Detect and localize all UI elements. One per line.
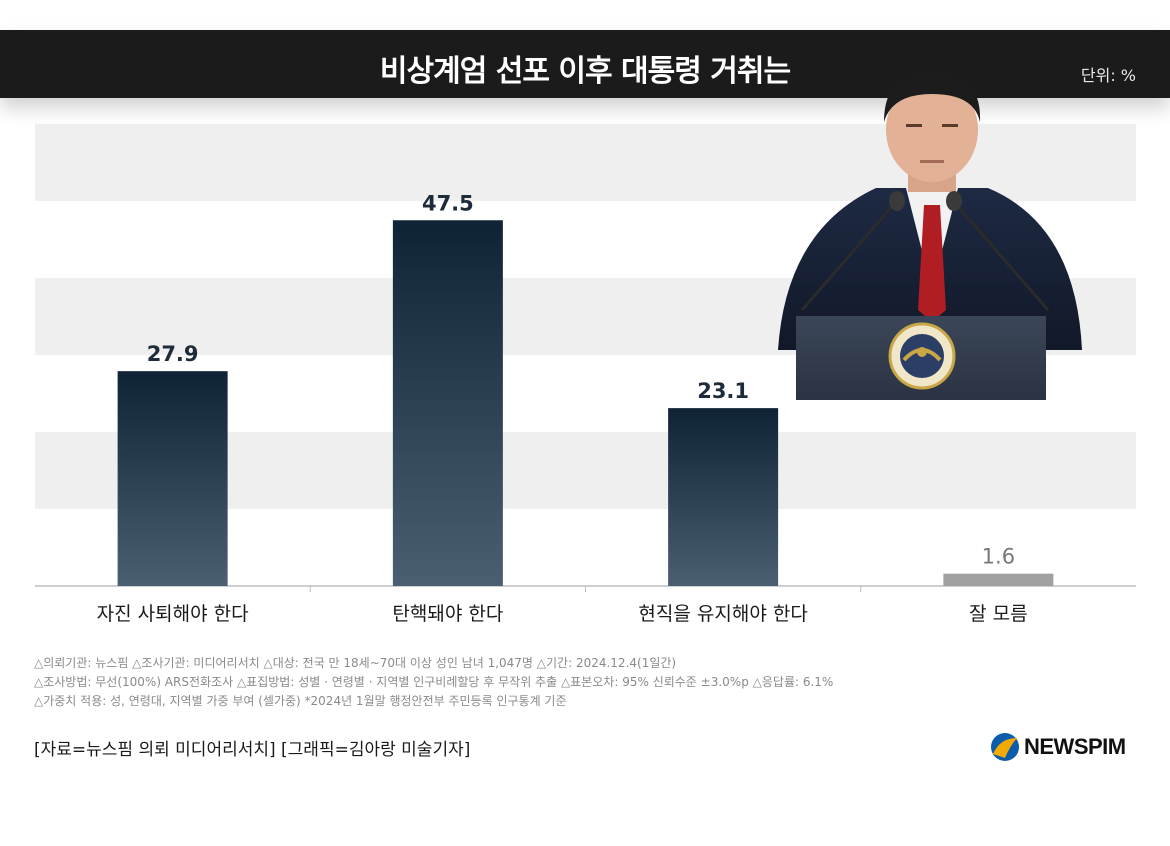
- president-photo: [778, 72, 1082, 400]
- survey-notes: △의뢰기관: 뉴스핌 △조사기관: 미디어리서치 △대상: 전국 만 18세~7…: [34, 654, 1034, 711]
- source-credit: [자료=뉴스핌 의뢰 미디어리서치] [그래픽=김아랑 미술기자]: [34, 740, 471, 760]
- eye-left: [906, 124, 922, 127]
- bar: [668, 408, 779, 586]
- hair-shape: [884, 72, 981, 122]
- tie-shape: [918, 205, 946, 322]
- unit-label: 단위: %: [1080, 66, 1136, 85]
- mic-head-left: [889, 191, 905, 211]
- note-line: △가중치 적용: 성, 연령대, 지역별 가중 부여 (셀가중) *2024년 …: [34, 694, 567, 708]
- category-label: 탄핵돼야 한다: [392, 603, 503, 625]
- mic-head-right: [946, 191, 962, 211]
- mic-right: [952, 201, 1050, 311]
- presidential-seal-icon: [888, 322, 956, 390]
- note-line: △의뢰기관: 뉴스핌 △조사기관: 미디어리서치 △대상: 전국 만 18세~7…: [34, 656, 677, 670]
- chart-header: 비상계엄 선포 이후 대통령 거취는 단위: %: [0, 30, 1170, 98]
- top-strip: [0, 0, 1170, 30]
- bar-value-label: 1.6: [982, 545, 1015, 569]
- bar-value-label: 23.1: [697, 379, 749, 403]
- note-line: △조사방법: 무선(100%) ARS전화조사 △표집방법: 성별 · 연령별 …: [34, 675, 834, 689]
- eye-right: [942, 124, 958, 127]
- mic-left: [800, 201, 898, 311]
- mouth: [920, 160, 944, 163]
- category-label: 잘 모름: [969, 603, 1027, 625]
- bar-value-label: 47.5: [422, 191, 474, 215]
- bar: [392, 220, 503, 586]
- chart-title: 비상계엄 선포 이후 대통령 거취는: [379, 54, 791, 89]
- bar-value-label: 27.9: [147, 342, 199, 366]
- bar: [943, 573, 1054, 586]
- newspim-logo-text: NEWSPIM: [1024, 734, 1126, 759]
- newspim-logo: NEWSPIM: [990, 730, 1126, 764]
- category-label: 현직을 유지해야 한다: [638, 603, 807, 625]
- category-label: 자진 사퇴해야 한다: [97, 603, 249, 625]
- head-shape: [886, 78, 978, 182]
- bar: [117, 371, 228, 586]
- newspim-logo-icon: [991, 733, 1019, 761]
